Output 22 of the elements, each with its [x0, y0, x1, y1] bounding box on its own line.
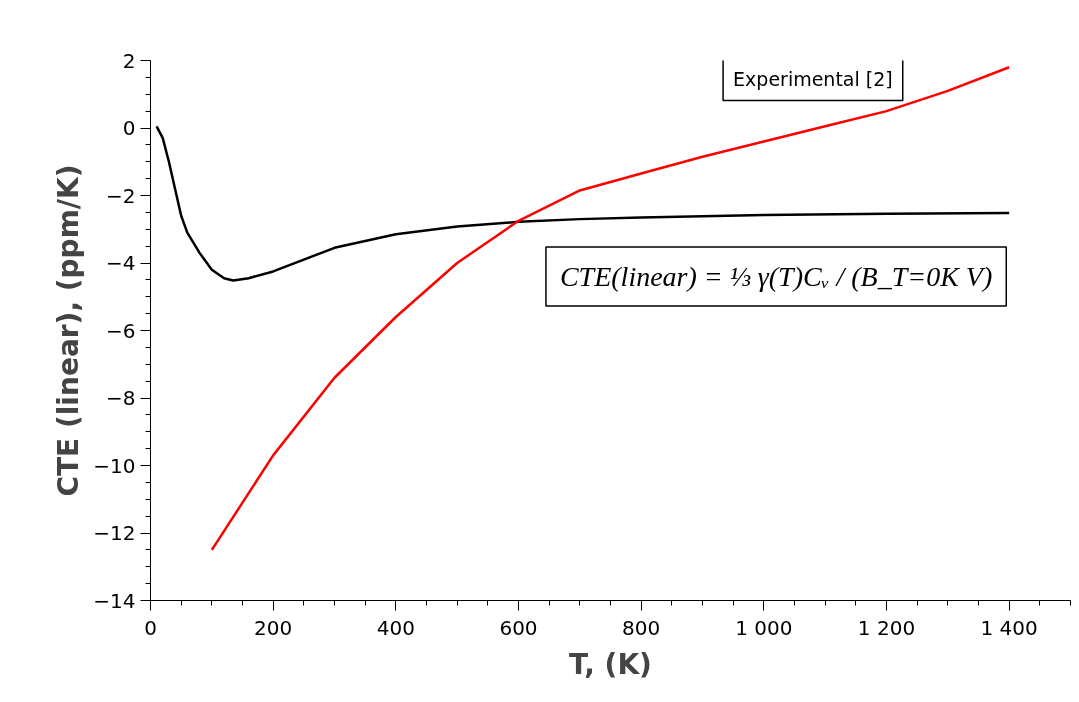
y-tick-label: −10 [93, 453, 136, 478]
x-tick-label: 1 400 [980, 615, 1038, 640]
annotation: Experimental [2] [733, 68, 893, 91]
y-tick-label: 0 [122, 116, 136, 140]
y-tick-label: −14 [93, 588, 136, 613]
x-tick-label: 400 [376, 615, 415, 640]
x-axis-title: T, (K) [569, 647, 652, 681]
y-tick-label: −2 [106, 183, 136, 208]
line-series [210, 66, 1011, 552]
x-tick-label: 1 000 [735, 615, 793, 640]
annotation: CTE(linear) = ⅓ γ(T)Cᵥ / (B_T=0K V) [559, 261, 993, 292]
x-tick-label: 0 [144, 615, 157, 640]
x-tick-label: 200 [254, 615, 293, 640]
y-axis-title: CTE (linear), (ppm/K) [52, 164, 86, 497]
x-tick-label: 800 [622, 615, 661, 640]
y-tick-label: −8 [106, 386, 136, 410]
y-tick-label: −6 [106, 318, 136, 343]
y-tick-label: −4 [106, 251, 136, 275]
x-tick-label: 1 200 [857, 615, 916, 640]
y-tick-label: 2 [122, 48, 136, 73]
x-tick-label: 600 [499, 615, 538, 640]
y-tick-label: −12 [93, 521, 136, 545]
